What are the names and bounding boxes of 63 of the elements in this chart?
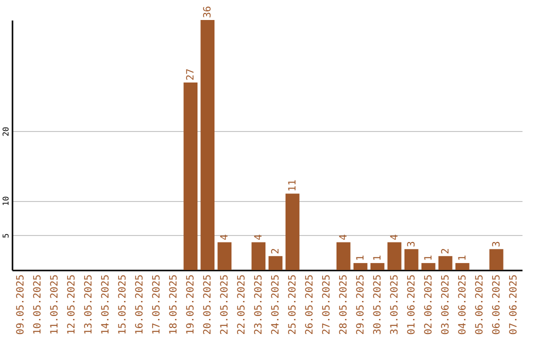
x-tick-label: 14.05.2025 [100,274,112,335]
bar [200,20,215,270]
x-tick-label: 29.05.2025 [355,274,366,335]
x-tick-label: 03.06.2025 [440,274,452,335]
data-label: 4 [389,234,400,240]
y-tick-label: 20 [2,126,10,136]
bar [218,242,232,270]
x-tick-label: 07.06.2025 [508,274,520,335]
x-tick-label: 16.05.2025 [134,274,146,335]
x-tick-label: 19.05.2025 [186,274,197,335]
data-label: 27 [186,68,197,80]
bar [489,249,504,270]
y-tick-label: 10 [2,196,10,206]
data-label: 1 [457,255,468,262]
bar [268,256,282,270]
x-tick-label: 15.05.2025 [118,274,129,335]
x-tick-label: 13.05.2025 [84,274,95,335]
x-tick-label: 06.06.2025 [491,274,502,335]
bar [184,82,198,270]
x-tick-label: 21.05.2025 [220,274,231,335]
x-tick-label: 23.05.2025 [254,274,265,335]
data-label: 11 [287,180,298,192]
x-tick-label: 26.05.2025 [304,274,316,335]
x-tick-label: 12.05.2025 [66,274,78,335]
x-tick-label: 17.05.2025 [152,274,163,335]
data-label: 36 [202,6,214,18]
x-tick-label: 18.05.2025 [168,274,180,335]
x-tick-label: 02.06.2025 [423,274,434,335]
x-tick-label: 01.06.2025 [406,274,418,335]
bar [421,263,436,270]
bar [387,242,402,270]
x-tick-label: 09.05.2025 [16,274,27,335]
bar [353,263,368,270]
x-tick-label: 30.05.2025 [372,274,384,335]
x-tick-label: 27.05.2025 [321,274,332,335]
y-tick-label: 5 [2,233,10,238]
bar [370,263,384,270]
x-tick-label: 22.05.2025 [236,274,248,335]
data-label: 3 [491,241,502,248]
x-tick-label: 24.05.2025 [270,274,282,335]
x-tick-label: 20.05.2025 [202,274,214,335]
x-tick-label: 31.05.2025 [389,274,400,335]
x-tick-label: 05.06.2025 [474,274,486,335]
bar [455,263,470,270]
bar [252,242,266,270]
x-tick-label: 10.05.2025 [32,274,44,335]
bar [336,242,350,270]
data-label: 1 [372,255,384,262]
x-tick-label: 04.06.2025 [457,274,468,335]
x-tick-label: 28.05.2025 [338,274,350,335]
data-label: 1 [423,255,434,262]
data-label: 4 [254,234,265,240]
bar [286,194,300,270]
data-label: 2 [270,248,282,254]
bar [438,256,452,270]
x-tick-label: 25.05.2025 [287,274,298,335]
data-label: 4 [338,234,350,240]
x-tick-label: 11.05.2025 [50,274,61,335]
data-label: 4 [220,234,231,240]
bar [404,249,418,270]
data-label: 2 [440,248,452,254]
data-label: 3 [406,241,418,248]
data-label: 1 [355,255,366,262]
